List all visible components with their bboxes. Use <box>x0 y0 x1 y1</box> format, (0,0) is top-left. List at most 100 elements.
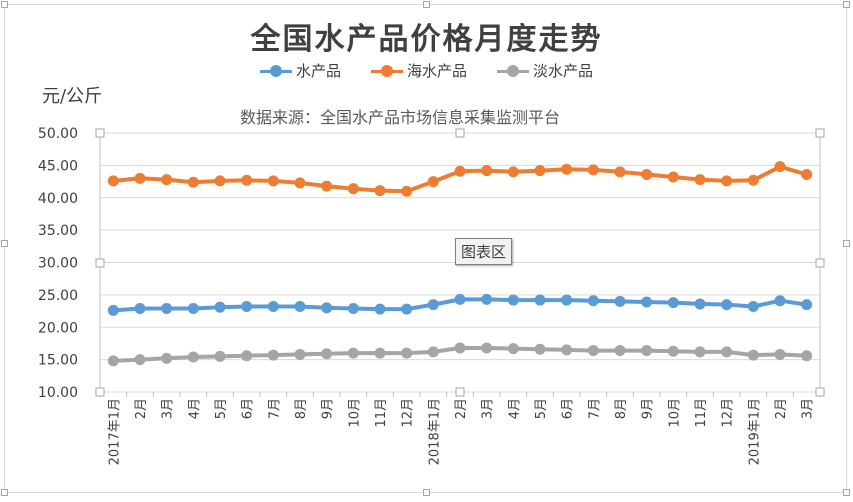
y-tick-label: 35.00 <box>38 223 78 239</box>
data-point <box>401 347 413 359</box>
data-point <box>161 352 173 364</box>
x-tick-label: 2月 <box>134 398 149 419</box>
data-point <box>587 345 599 357</box>
data-point <box>134 172 146 184</box>
y-tick-label: 40.00 <box>38 191 78 207</box>
y-tick-label: 30.00 <box>38 256 78 272</box>
data-point <box>321 302 333 314</box>
legend-item-series-1[interactable]: 水产品 <box>259 60 341 81</box>
data-point <box>801 168 813 180</box>
data-point <box>107 355 119 367</box>
x-tick-label: 3月 <box>801 398 816 419</box>
plot-resize-handle <box>95 128 105 138</box>
resize-handle[interactable] <box>843 240 850 247</box>
data-point <box>747 174 759 186</box>
resize-handle[interactable] <box>1 489 8 496</box>
data-point <box>721 299 733 311</box>
data-point <box>294 301 306 313</box>
y-tick-label: 20.00 <box>38 320 78 336</box>
x-tick-label: 8月 <box>614 398 629 419</box>
data-point <box>774 348 786 360</box>
x-tick-label: 2月 <box>454 398 469 419</box>
resize-handle[interactable] <box>423 489 430 496</box>
x-tick-label: 2月 <box>774 398 789 419</box>
data-point <box>241 174 253 186</box>
data-point <box>427 299 439 311</box>
legend-label: 海水产品 <box>406 62 467 80</box>
x-tick-label: 6月 <box>241 398 256 419</box>
legend-marker-icon <box>370 64 403 78</box>
data-point <box>561 344 573 356</box>
plot-resize-handle <box>95 387 105 397</box>
x-tick-label: 5月 <box>214 398 229 419</box>
data-point <box>534 294 546 306</box>
data-point <box>347 347 359 359</box>
x-tick-label: 9月 <box>321 398 336 419</box>
plot-resize-handle <box>455 128 465 138</box>
data-point <box>801 350 813 362</box>
resize-handle[interactable] <box>843 489 850 496</box>
data-point <box>641 345 653 357</box>
data-point <box>321 348 333 360</box>
legend-marker-icon <box>259 64 292 78</box>
data-point <box>374 303 386 315</box>
data-point <box>721 175 733 187</box>
resize-handle[interactable] <box>843 1 850 8</box>
data-point <box>401 185 413 197</box>
data-point <box>614 295 626 307</box>
data-point <box>214 175 226 187</box>
resize-handle[interactable] <box>1 1 8 8</box>
source-note: 数据来源：全国水产品市场信息采集监测平台 <box>240 108 561 127</box>
data-point <box>507 343 519 355</box>
data-point <box>561 294 573 306</box>
x-tick-label: 12月 <box>401 398 416 428</box>
y-tick-label: 15.00 <box>38 353 78 369</box>
data-point <box>667 297 679 309</box>
x-tick-label: 11月 <box>694 398 709 428</box>
plot-resize-handle <box>95 258 105 268</box>
plot-resize-handle <box>455 387 465 397</box>
data-point <box>347 302 359 314</box>
legend-item-series-2[interactable]: 海水产品 <box>370 60 467 81</box>
x-tick-label: 7月 <box>587 398 602 419</box>
data-point <box>134 302 146 314</box>
x-tick-label: 3月 <box>481 398 496 419</box>
data-point <box>481 293 493 305</box>
x-tick-label: 12月 <box>721 398 736 428</box>
x-tick-label: 2017年1月 <box>107 398 122 465</box>
resize-handle[interactable] <box>423 1 430 8</box>
data-point <box>587 164 599 176</box>
data-point <box>667 345 679 357</box>
data-point <box>187 176 199 188</box>
x-tick-label: 10月 <box>347 398 362 428</box>
resize-handle[interactable] <box>1 240 8 247</box>
data-point <box>187 351 199 363</box>
x-tick-label: 6月 <box>561 398 576 419</box>
x-tick-label: 8月 <box>294 398 309 419</box>
plot-resize-handle <box>815 258 825 268</box>
data-point <box>561 163 573 175</box>
legend-item-series-3[interactable]: 淡水产品 <box>497 60 593 81</box>
x-tick-label: 9月 <box>641 398 656 419</box>
data-point <box>694 298 706 310</box>
data-point <box>801 299 813 311</box>
data-point <box>187 302 199 314</box>
data-point <box>641 296 653 308</box>
data-point <box>427 346 439 358</box>
data-point <box>347 183 359 195</box>
data-point <box>241 350 253 362</box>
data-point <box>161 302 173 314</box>
data-point <box>267 349 279 361</box>
legend: 水产品 海水产品 淡水产品 <box>0 60 853 81</box>
data-point <box>774 295 786 307</box>
y-tick-label: 10.00 <box>38 385 78 401</box>
x-tick-label: 2019年1月 <box>747 398 762 465</box>
y-tick-label: 25.00 <box>38 288 78 304</box>
data-point <box>454 165 466 177</box>
x-tick-label: 7月 <box>267 398 282 419</box>
plot-area-tooltip: 图表区 <box>455 238 513 265</box>
data-point <box>107 304 119 316</box>
data-point <box>294 348 306 360</box>
x-tick-label: 4月 <box>187 398 202 419</box>
